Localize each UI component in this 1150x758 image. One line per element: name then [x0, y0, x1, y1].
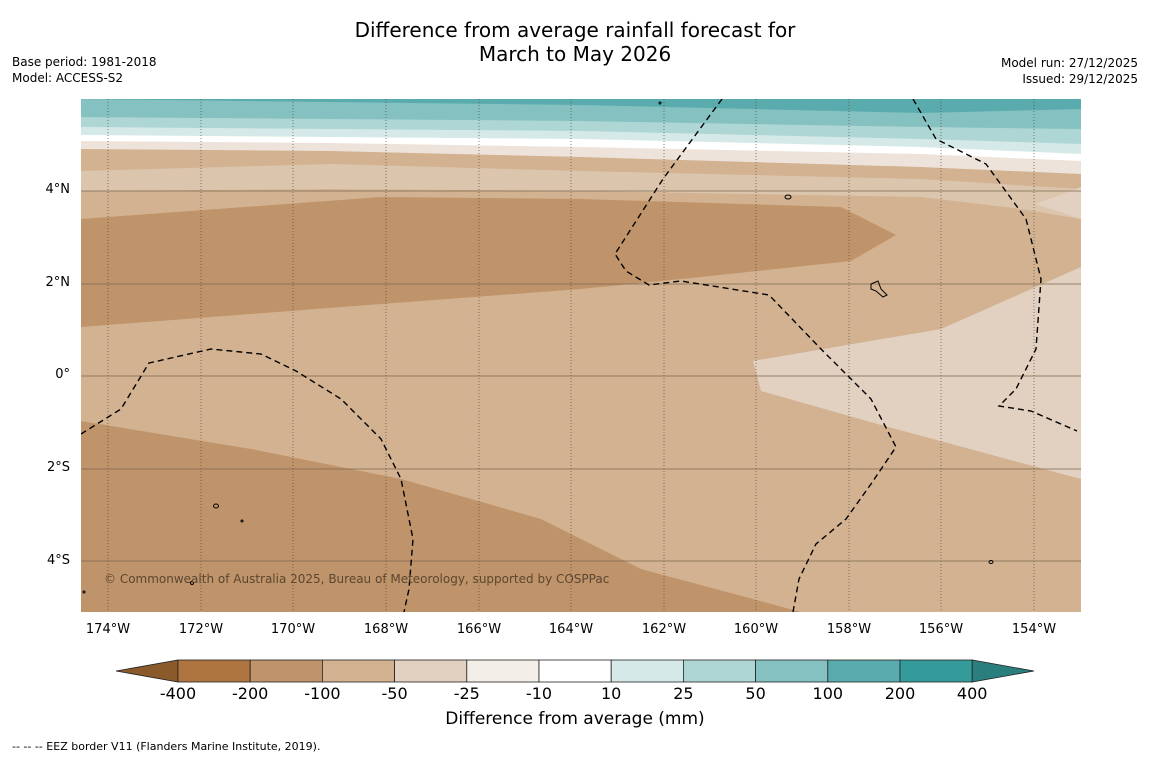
map-svg	[80, 98, 1081, 613]
lon-label-160w: 160°W	[733, 622, 779, 637]
colorbar-tick-label: 10	[601, 684, 622, 703]
colorbar-tick-label: 200	[884, 684, 916, 703]
colorbar	[115, 659, 1035, 683]
island-f	[190, 581, 194, 585]
island-e	[240, 519, 244, 523]
colorbar-tick-label: -25	[453, 684, 480, 703]
lat-label-4n: 4°N	[45, 182, 71, 197]
lon-label-158w: 158°W	[826, 622, 872, 637]
anomaly-region-east	[753, 267, 1081, 479]
lat-label-0: 0°	[55, 367, 70, 382]
colorbar-extend-high	[971, 659, 1035, 683]
lon-label-162w: 162°W	[641, 622, 687, 637]
model-run: Model run: 27/12/2025	[1000, 56, 1138, 70]
latitude-gridlines	[81, 190, 1081, 562]
anomaly-region-northeast	[1036, 187, 1081, 219]
eez-legend-note: -- -- -- EEZ border V11 (Flanders Marine…	[12, 740, 321, 753]
chart-title: Difference from average rainfall forecas…	[0, 18, 1150, 66]
colorbar-segment	[249, 659, 323, 683]
colorbar-segment	[610, 659, 684, 683]
colorbar-tick-label: -400	[159, 684, 197, 703]
island-a	[784, 194, 792, 200]
island-g	[82, 590, 86, 594]
lon-label-172w: 172°W	[178, 622, 224, 637]
eez-border-east	[912, 98, 1078, 432]
anomaly-band-dry-edge	[81, 164, 1081, 219]
colorbar-tick-label: -100	[304, 684, 341, 703]
title-line-2: March to May 2026	[478, 42, 672, 66]
base-period: Base period: 1981-2018	[12, 55, 157, 69]
colorbar-segment	[899, 659, 973, 683]
colorbar-segment	[321, 659, 395, 683]
meta-right: Model run: 27/12/2025 Issued: 29/12/2025	[1001, 55, 1138, 87]
title-line-1: Difference from average rainfall forecas…	[354, 18, 796, 42]
lon-label-154w: 154°W	[1011, 622, 1057, 637]
eez-border-west	[80, 348, 414, 613]
eez-borders	[80, 98, 1078, 613]
colorbar-segment	[466, 659, 540, 683]
island-c	[988, 560, 994, 564]
colorbar-tick-label: 50	[745, 684, 766, 703]
colorbar-segment	[394, 659, 468, 683]
lon-label-170w: 170°W	[270, 622, 316, 637]
island-kiritimati	[870, 280, 888, 298]
colorbar-segments	[115, 659, 1035, 683]
lon-label-174w: 174°W	[85, 622, 131, 637]
lat-label-4s: 4°S	[46, 553, 70, 568]
island-b	[213, 503, 219, 509]
lat-label-2n: 2°N	[45, 275, 71, 290]
lon-label-166w: 166°W	[456, 622, 502, 637]
lat-label-2s: 2°S	[46, 460, 70, 475]
model-name: Model: ACCESS-S2	[12, 71, 124, 85]
colorbar-tick-label: 25	[673, 684, 694, 703]
colorbar-tick-label: 400	[956, 684, 988, 703]
colorbar-extend-low	[115, 659, 179, 683]
colorbar-segment	[683, 659, 757, 683]
colorbar-tick-label: -10	[525, 684, 553, 703]
colorbar-label: Difference from average (mm)	[445, 709, 705, 729]
colorbar-tick-label: -200	[232, 684, 269, 703]
colorbar-segment	[827, 659, 901, 683]
copyright-notice: © Commonwealth of Australia 2025, Bureau…	[104, 572, 610, 586]
lon-label-164w: 164°W	[548, 622, 594, 637]
issued-date: Issued: 29/12/2025	[1022, 72, 1138, 86]
rainfall-map	[80, 98, 1081, 613]
lon-label-156w: 156°W	[918, 622, 964, 637]
colorbar-tick-label: 100	[812, 684, 844, 703]
meta-left: Base period: 1981-2018 Model: ACCESS-S2	[12, 54, 157, 86]
lon-label-168w: 168°W	[363, 622, 409, 637]
colorbar-segment	[177, 659, 251, 683]
anomaly-tongue-north	[81, 197, 896, 327]
colorbar-segment	[538, 659, 612, 683]
anomaly-band-wet-200	[81, 99, 1081, 113]
island-d	[658, 101, 662, 105]
islands	[82, 101, 994, 594]
colorbar-segment	[755, 659, 829, 683]
colorbar-tick-label: -50	[381, 684, 408, 703]
eez-border-central	[614, 98, 897, 613]
